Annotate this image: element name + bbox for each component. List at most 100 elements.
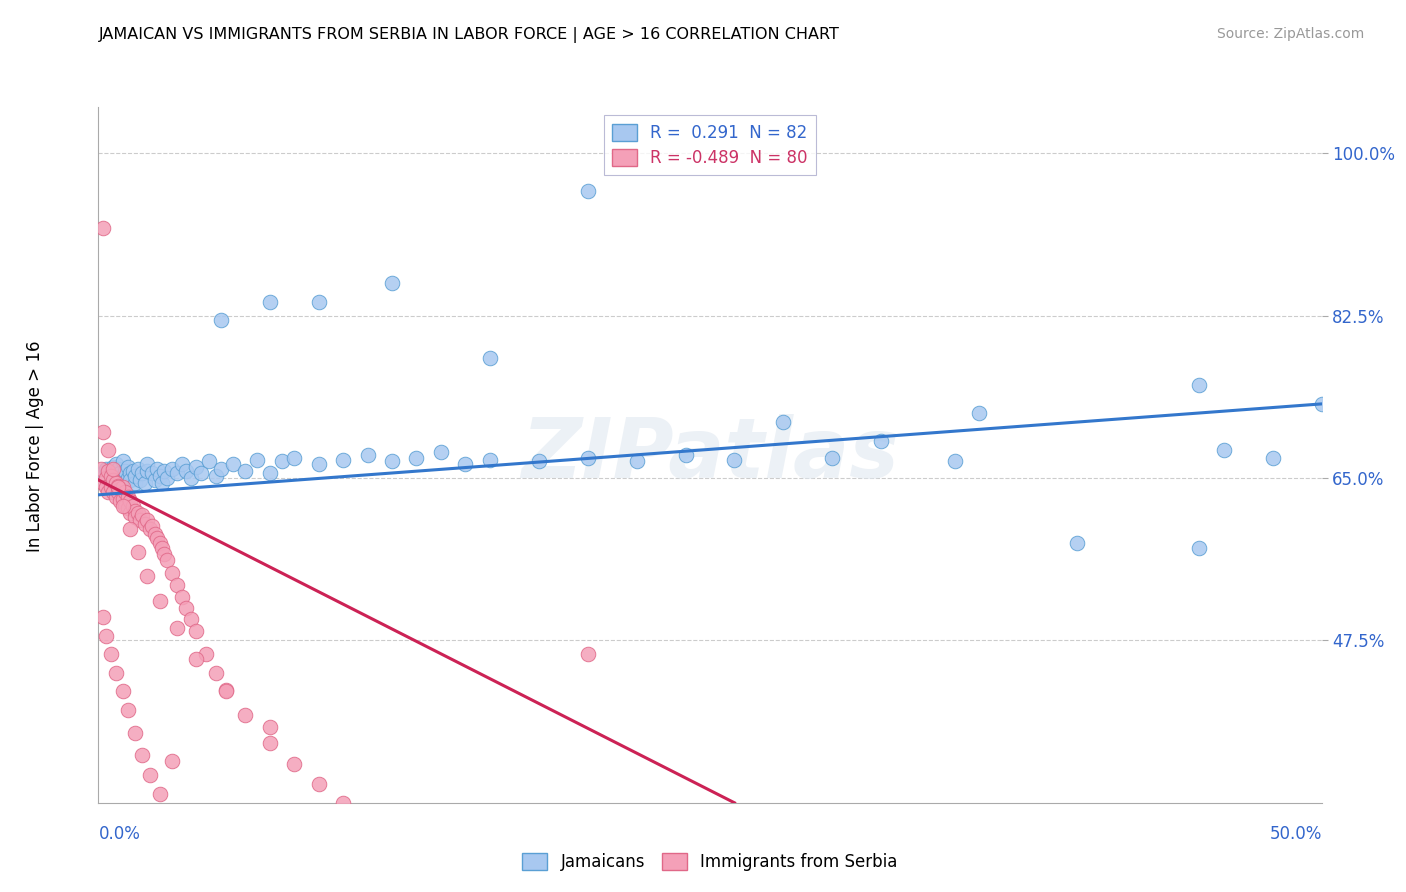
Point xyxy=(117,500,139,515)
Point xyxy=(259,467,281,481)
Point xyxy=(111,480,134,494)
Point xyxy=(111,499,134,513)
Point xyxy=(101,462,124,476)
Point xyxy=(114,499,136,513)
Text: Source: ZipAtlas.com: Source: ZipAtlas.com xyxy=(1216,27,1364,41)
Point xyxy=(129,513,152,527)
Point xyxy=(166,578,188,592)
Point xyxy=(180,612,202,626)
Point xyxy=(111,684,134,698)
Point xyxy=(120,467,142,481)
Point xyxy=(131,508,153,523)
Point xyxy=(124,503,146,517)
Point xyxy=(308,294,330,309)
Point xyxy=(308,457,330,471)
Point xyxy=(150,541,173,555)
Point xyxy=(772,416,794,430)
Point xyxy=(136,568,159,582)
Point xyxy=(186,460,208,475)
Point xyxy=(356,448,378,462)
Point xyxy=(97,443,120,458)
Point xyxy=(149,787,172,801)
Point xyxy=(100,648,122,662)
Point xyxy=(153,464,176,478)
Point xyxy=(205,469,228,483)
Point xyxy=(110,473,132,487)
Point xyxy=(100,469,122,483)
Point xyxy=(91,467,114,481)
Point xyxy=(1212,443,1234,458)
Point xyxy=(110,482,132,496)
Point xyxy=(170,457,193,471)
Point xyxy=(170,590,193,604)
Point xyxy=(270,454,294,468)
Point xyxy=(91,610,114,624)
Point xyxy=(120,473,142,487)
Point xyxy=(150,475,173,490)
Point xyxy=(186,652,208,666)
Point xyxy=(97,485,120,500)
Point xyxy=(129,473,152,487)
Point xyxy=(104,475,127,490)
Point xyxy=(153,547,176,561)
Point xyxy=(332,796,354,810)
Point xyxy=(214,684,236,698)
Point xyxy=(967,406,990,420)
Point xyxy=(94,629,117,643)
Point xyxy=(100,469,122,483)
Point xyxy=(723,452,745,467)
Legend: Jamaicans, Immigrants from Serbia: Jamaicans, Immigrants from Serbia xyxy=(516,847,904,878)
Point xyxy=(209,462,232,476)
Point xyxy=(94,471,117,485)
Point xyxy=(233,464,256,478)
Point xyxy=(246,452,269,467)
Point xyxy=(114,464,136,478)
Point xyxy=(97,464,120,478)
Point xyxy=(478,452,501,467)
Point xyxy=(821,450,844,465)
Point xyxy=(131,467,153,481)
Point xyxy=(101,473,124,487)
Text: ZIPatlas: ZIPatlas xyxy=(522,415,898,495)
Point xyxy=(90,462,112,476)
Point xyxy=(209,313,232,327)
Point xyxy=(1261,450,1284,465)
Point xyxy=(114,475,136,490)
Point xyxy=(91,475,114,490)
Point xyxy=(233,707,256,722)
Point xyxy=(149,469,172,483)
Point xyxy=(166,621,188,635)
Point xyxy=(107,475,129,490)
Point xyxy=(134,475,156,490)
Point xyxy=(120,494,142,508)
Point xyxy=(143,526,166,541)
Point xyxy=(101,460,124,475)
Point xyxy=(190,467,212,481)
Point xyxy=(121,499,143,513)
Point xyxy=(107,480,129,494)
Point xyxy=(117,490,139,504)
Point xyxy=(121,464,143,478)
Point xyxy=(136,513,159,527)
Point xyxy=(101,473,124,487)
Point xyxy=(141,467,163,481)
Point xyxy=(117,460,139,475)
Text: 50.0%: 50.0% xyxy=(1270,825,1322,843)
Point xyxy=(139,522,162,536)
Point xyxy=(127,545,149,559)
Point xyxy=(111,491,134,506)
Text: 0.0%: 0.0% xyxy=(98,825,141,843)
Point xyxy=(675,448,697,462)
Point xyxy=(143,473,166,487)
Point xyxy=(186,624,208,639)
Point xyxy=(104,490,127,504)
Point xyxy=(91,425,114,439)
Point xyxy=(107,485,129,500)
Point xyxy=(104,665,127,680)
Point xyxy=(259,735,281,749)
Point xyxy=(120,522,142,536)
Point xyxy=(124,726,146,740)
Point xyxy=(576,184,599,198)
Point xyxy=(1188,541,1211,555)
Point xyxy=(160,566,183,580)
